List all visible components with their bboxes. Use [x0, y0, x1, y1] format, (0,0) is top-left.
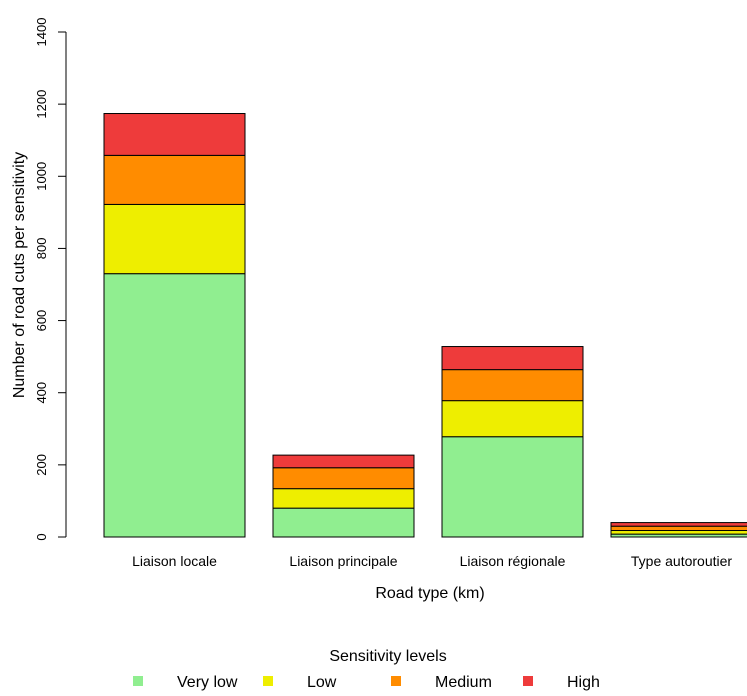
bar-segment	[441, 436, 584, 538]
legend-label: Low	[307, 674, 337, 691]
bar-segment	[610, 525, 747, 532]
x-tick-label: Type autoroutier	[631, 553, 733, 569]
bar-segment	[103, 203, 246, 275]
legend-label: High	[567, 674, 600, 691]
bar-segment	[272, 507, 415, 538]
x-tick-label: Liaison régionale	[460, 553, 566, 569]
bar-segment	[103, 273, 246, 538]
legend-label: Medium	[435, 674, 492, 691]
bar-segment	[103, 113, 246, 156]
y-tick-label: 800	[34, 238, 49, 260]
legend-swatch	[263, 676, 273, 686]
bar-segment	[103, 154, 246, 205]
bars	[103, 113, 747, 538]
y-tick-label: 600	[34, 310, 49, 332]
legend-title: Sensitivity levels	[329, 648, 446, 665]
bar-segment	[272, 488, 415, 509]
x-tick-labels: Liaison locale Liaison principale Liaison …	[132, 553, 732, 569]
bar-segment	[441, 346, 584, 371]
bar-segment	[441, 369, 584, 402]
bar-segment	[272, 467, 415, 490]
legend-swatch	[523, 676, 533, 686]
legend-label: Very low	[177, 674, 238, 691]
legend: Very low Low Medium High	[133, 674, 600, 691]
legend-swatch	[391, 676, 401, 686]
y-tick-label: 200	[34, 454, 49, 476]
y-axis-title: Number of road cuts per sensitivity	[11, 152, 28, 398]
y-tick-label: 1200	[34, 90, 49, 119]
x-tick-label: Liaison principale	[289, 553, 397, 569]
y-tick-label: 0	[34, 533, 49, 540]
bar-segment	[610, 530, 747, 535]
bar-segment	[610, 522, 747, 527]
y-axis: 0 200 400 600 800 1000 1200 1400	[34, 18, 67, 541]
bar-segment	[272, 454, 415, 469]
y-tick-label: 1000	[34, 162, 49, 191]
legend-swatch	[133, 676, 143, 686]
y-tick-label: 1400	[34, 18, 49, 47]
y-tick-label: 400	[34, 382, 49, 404]
x-tick-label: Liaison locale	[132, 553, 217, 569]
x-axis-title: Road type (km)	[375, 585, 484, 602]
bar-segment	[441, 400, 584, 438]
